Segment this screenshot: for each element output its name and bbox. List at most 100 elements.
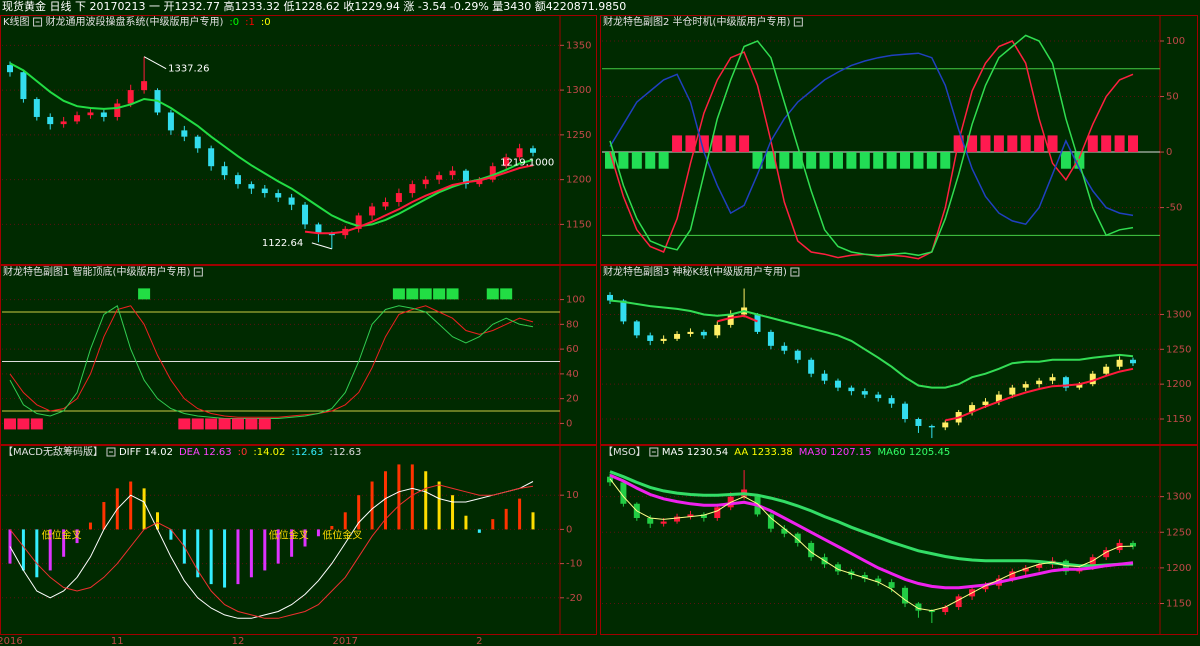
candle-body: [982, 401, 989, 406]
candle-body: [607, 294, 613, 301]
y-tick-label: -10: [566, 559, 582, 570]
candle-body: [767, 514, 774, 529]
annotation: 低位金叉: [269, 528, 309, 541]
signal-bar: [685, 135, 696, 153]
candle-body: [1076, 384, 1083, 388]
leader-line: [311, 242, 332, 250]
signal-bar: [645, 152, 656, 169]
candle-body: [982, 585, 989, 590]
candle-body: [516, 148, 523, 158]
histogram-bar: [196, 529, 200, 578]
panel-title: K线图: [3, 15, 30, 28]
y-tick-label: 40: [566, 369, 579, 380]
y-tick-label: 10: [566, 490, 579, 501]
histogram-bar: [491, 519, 495, 530]
panel-border: [600, 265, 1198, 445]
signal-marker: [17, 418, 30, 430]
panel-title: 【MACD无敌筹码版】: [3, 445, 103, 458]
signal-bar: [886, 152, 897, 169]
series-line: [9, 305, 534, 418]
legend-entry: AA 1233.38: [734, 447, 793, 458]
candle-body: [449, 170, 456, 176]
annotation: 低位金叉: [322, 528, 362, 541]
candle-body: [781, 528, 788, 534]
histogram-bar: [142, 488, 146, 530]
signal-marker: [486, 288, 499, 300]
y-tick-label: 0: [566, 524, 572, 535]
series-line: [609, 478, 1134, 612]
candle-body: [821, 373, 828, 381]
signal-marker: [419, 288, 432, 300]
histogram-bar: [263, 529, 267, 571]
panel-title: 财龙特色副图2 半仓时机(中级版用户专用): [603, 15, 790, 28]
legend-entry: :1: [245, 17, 255, 28]
signal-bar: [940, 152, 951, 169]
candle-body: [1009, 387, 1016, 395]
signal-marker: [191, 418, 204, 430]
signal-bar: [739, 135, 750, 153]
high-label: 1337.26: [168, 64, 209, 75]
annotation: 低位金叉: [42, 528, 82, 541]
histogram-bar: [102, 502, 106, 530]
series-line: [717, 314, 1134, 422]
candle-body: [687, 514, 694, 517]
candle-body: [834, 564, 841, 572]
signal-marker: [500, 288, 513, 300]
histogram-bar: [437, 481, 441, 530]
y-tick-label: 1250: [566, 130, 591, 141]
x-tick-label: 2016: [0, 636, 23, 646]
candle-body: [248, 184, 255, 189]
panel-title: 财龙特色副图1 智能顶底(中级版用户专用): [3, 265, 190, 278]
candle-body: [1103, 366, 1110, 374]
x-tick-label: 2: [476, 636, 482, 646]
histogram-bar: [21, 529, 25, 571]
candle-body: [275, 193, 282, 198]
series-line: [9, 484, 534, 619]
y-tick-label: -20: [566, 593, 582, 604]
signal-marker: [231, 418, 244, 430]
candle-body: [20, 72, 27, 100]
signal-bar: [993, 135, 1004, 153]
histogram-bar: [156, 512, 160, 530]
histogram-bar: [383, 471, 387, 530]
annotation: 1219.1000: [500, 158, 554, 169]
candle-body: [700, 514, 707, 518]
candle-body: [915, 419, 922, 426]
candle-body: [114, 103, 121, 117]
histogram-bar: [62, 529, 66, 557]
candle-body: [1089, 557, 1096, 568]
candle-body: [888, 582, 895, 588]
collapse-icon: [106, 447, 116, 457]
histogram-bar: [357, 495, 361, 530]
candle-body: [875, 578, 882, 583]
candle-body: [100, 112, 107, 117]
series-line: [609, 34, 1134, 257]
legend-entry: MA5 1230.54: [662, 447, 728, 458]
candle-body: [875, 394, 882, 399]
histogram-bar: [531, 512, 535, 530]
candle-body: [727, 314, 734, 325]
signal-bar: [1087, 135, 1098, 153]
candle-body: [60, 121, 67, 125]
histogram-bar: [303, 529, 307, 547]
histogram-bar: [424, 471, 428, 530]
y-tick-label: 1300: [1166, 492, 1191, 503]
candle-body: [1130, 359, 1136, 364]
candle-body: [620, 300, 627, 322]
panel-title: 【MSO】: [603, 446, 646, 458]
candle-body: [355, 215, 362, 229]
histogram-bar: [477, 529, 481, 533]
x-tick-label: 2017: [333, 636, 358, 646]
signal-marker: [392, 288, 405, 300]
leader-line: [143, 56, 167, 70]
histogram-bar: [35, 529, 39, 578]
collapse-icon: [33, 17, 43, 27]
histogram-bar: [343, 512, 347, 530]
candle-body: [808, 359, 815, 374]
candle-body: [660, 338, 667, 341]
candle-body: [633, 321, 640, 336]
signal-bar: [618, 152, 629, 169]
candle-body: [1116, 359, 1123, 367]
collapse-icon: [793, 17, 803, 27]
